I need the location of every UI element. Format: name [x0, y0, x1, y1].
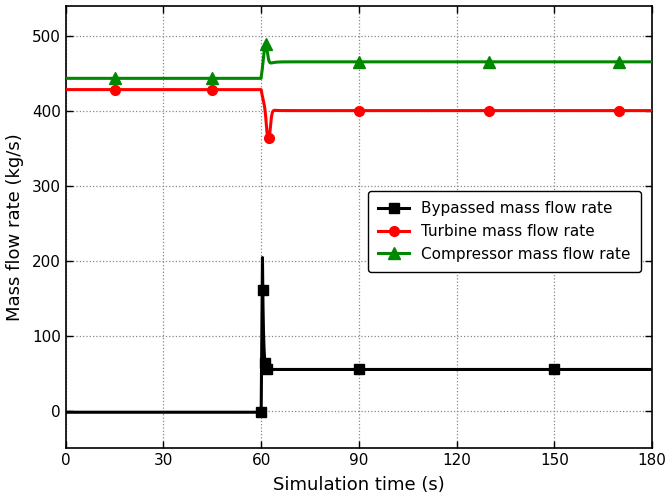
X-axis label: Simulation time (s): Simulation time (s) [273, 476, 445, 494]
Y-axis label: Mass flow rate (kg/s): Mass flow rate (kg/s) [5, 133, 24, 321]
Legend: Bypassed mass flow rate, Turbine mass flow rate, Compressor mass flow rate: Bypassed mass flow rate, Turbine mass fl… [368, 190, 642, 272]
